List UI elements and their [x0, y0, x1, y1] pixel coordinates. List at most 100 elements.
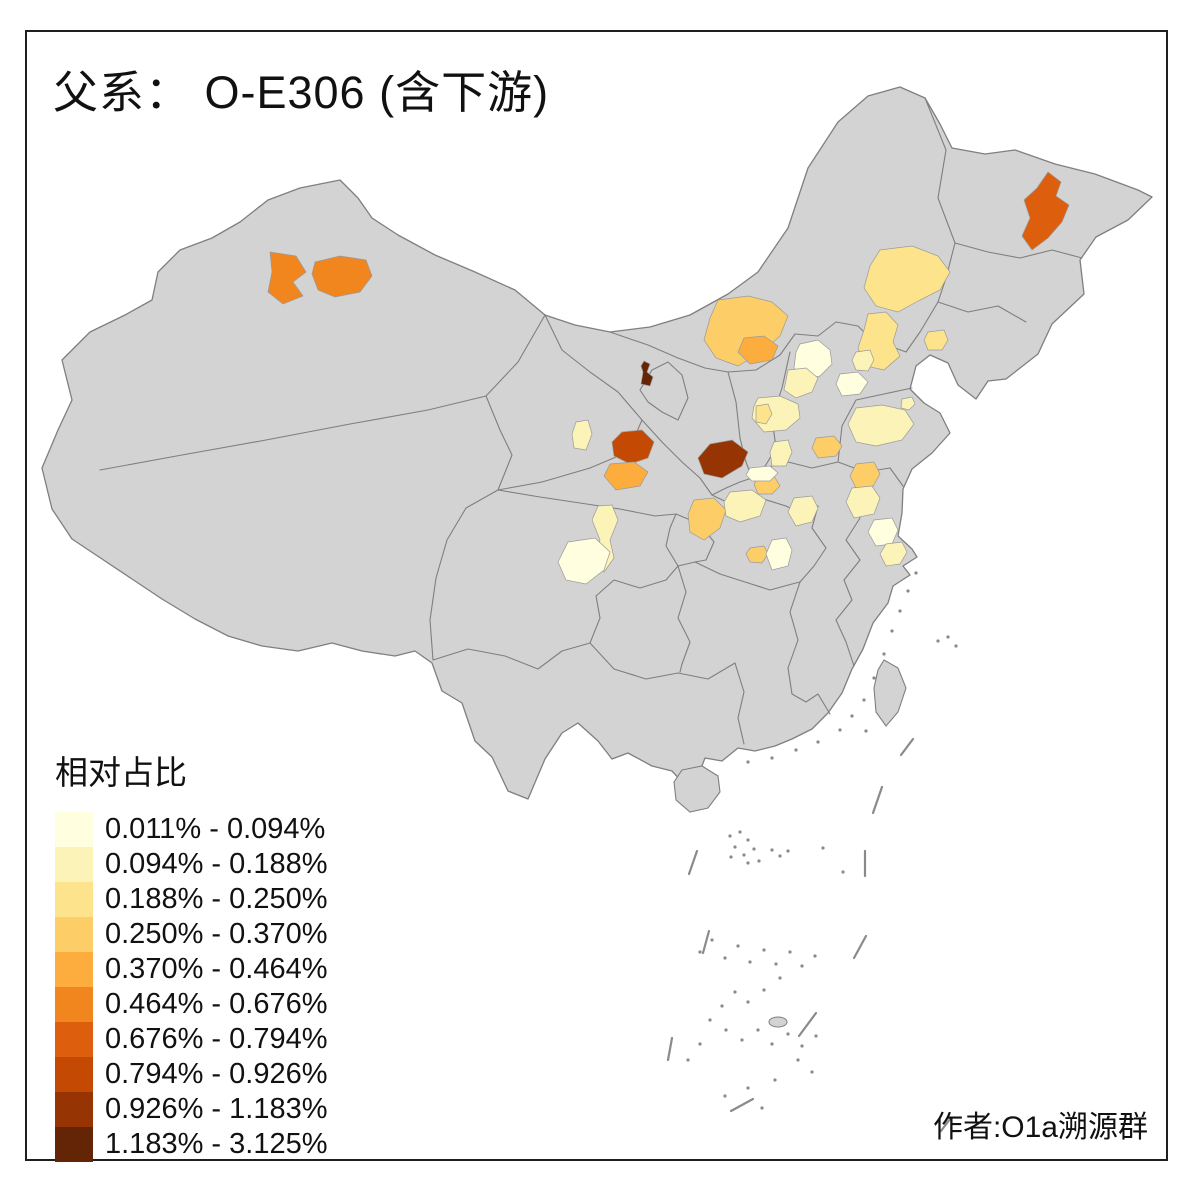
legend-swatch — [55, 812, 93, 847]
plot-border — [25, 30, 1168, 1161]
island-dot — [821, 846, 825, 850]
legend-label: 0.011% - 0.094% — [105, 813, 326, 845]
map-region — [845, 485, 881, 519]
island-dot — [724, 1028, 728, 1032]
islands — [673, 571, 958, 1110]
map-region — [851, 349, 875, 372]
island-dot — [756, 1028, 760, 1032]
island-dot — [710, 938, 714, 942]
map-region — [787, 495, 819, 527]
map-region — [847, 404, 915, 447]
island-dot — [946, 635, 950, 639]
map-region — [835, 371, 869, 397]
island-dot — [850, 714, 854, 718]
boundary-dash — [797, 1011, 818, 1038]
legend-swatch — [55, 917, 93, 952]
colored-regions — [267, 171, 1070, 585]
island-dot — [800, 964, 804, 968]
map-region — [687, 497, 727, 541]
legend-label: 0.250% - 0.370% — [105, 918, 328, 950]
island-dot — [778, 854, 782, 858]
map-region — [863, 245, 951, 313]
island-dot — [810, 1070, 814, 1074]
map-region — [737, 335, 779, 365]
island-dot — [906, 589, 910, 593]
map-region — [640, 360, 654, 387]
island-dot — [770, 848, 774, 852]
legend-row: 0.794% - 0.926% — [55, 1057, 327, 1092]
legend-label: 0.676% - 0.794% — [105, 1023, 328, 1055]
legend-swatch — [55, 882, 93, 917]
island-dot — [742, 853, 746, 857]
island-dot — [841, 870, 845, 874]
map-region — [879, 541, 908, 567]
island-dot — [778, 976, 782, 980]
island-dot — [746, 1086, 750, 1090]
island-dot — [728, 834, 732, 838]
legend-label: 1.183% - 3.125% — [105, 1128, 328, 1160]
island-dot — [746, 861, 750, 865]
attribution: 作者:O1a溯源群 — [932, 1111, 1148, 1144]
boundary-dash — [701, 929, 711, 955]
legend-label: 0.794% - 0.926% — [105, 1058, 328, 1090]
island-dot — [788, 950, 792, 954]
map-region — [311, 255, 373, 298]
legend-label: 0.464% - 0.676% — [105, 988, 328, 1020]
island-dot — [746, 760, 750, 764]
island-dot — [794, 748, 798, 752]
boundary-dash — [939, 1117, 952, 1133]
island-dot — [708, 1018, 712, 1022]
map-region — [811, 435, 843, 459]
island-dot — [898, 609, 902, 613]
map-region — [611, 429, 655, 465]
map-region — [723, 489, 767, 523]
legend-rows: 0.011% - 0.094% 0.094% - 0.188% 0.188% - 0… — [55, 812, 327, 1162]
island-dot — [816, 740, 820, 744]
map-region — [783, 367, 819, 399]
island-dot — [752, 847, 756, 851]
legend-row: 0.011% - 0.094% — [55, 812, 327, 847]
island-dot — [800, 1044, 804, 1048]
legend-swatch — [55, 952, 93, 987]
map-region — [769, 439, 793, 467]
island-dot — [762, 988, 766, 992]
legend-label: 0.926% - 1.183% — [105, 1093, 328, 1125]
boundary-dash — [852, 934, 868, 960]
island-dot — [796, 1058, 800, 1062]
island-dot — [748, 960, 752, 964]
map-region — [571, 419, 593, 451]
island-dot — [729, 855, 733, 859]
legend-row: 0.370% - 0.464% — [55, 952, 327, 987]
legend-swatch — [55, 1092, 93, 1127]
map-region — [267, 251, 307, 305]
map-region — [603, 461, 649, 491]
island-dot — [736, 944, 740, 948]
island-dot — [864, 729, 868, 733]
legend-swatch — [55, 1127, 93, 1162]
island-dot — [757, 859, 761, 863]
island-dot — [838, 728, 842, 732]
island-dot — [774, 962, 778, 966]
island-dot — [954, 644, 958, 648]
island-dot — [760, 1106, 764, 1110]
legend-swatch — [55, 1022, 93, 1057]
island-dot — [733, 845, 737, 849]
legend-label: 0.188% - 0.250% — [105, 883, 328, 915]
map-region — [745, 545, 769, 564]
island-dot — [686, 1058, 690, 1062]
island-dot — [882, 652, 886, 656]
island-dot — [720, 1004, 724, 1008]
legend-swatch — [55, 847, 93, 882]
legend-swatch — [55, 1057, 93, 1092]
boundary-dash — [666, 1036, 674, 1062]
island-dot — [773, 1078, 777, 1082]
map-region — [765, 537, 793, 571]
island-dot — [786, 1032, 790, 1036]
boundary-dash — [899, 737, 915, 757]
island-dot — [762, 948, 766, 952]
legend-title: 相对占比 — [55, 754, 187, 791]
map-region — [923, 329, 949, 351]
island-dot — [738, 830, 742, 834]
legend-row: 0.094% - 0.188% — [55, 847, 327, 882]
